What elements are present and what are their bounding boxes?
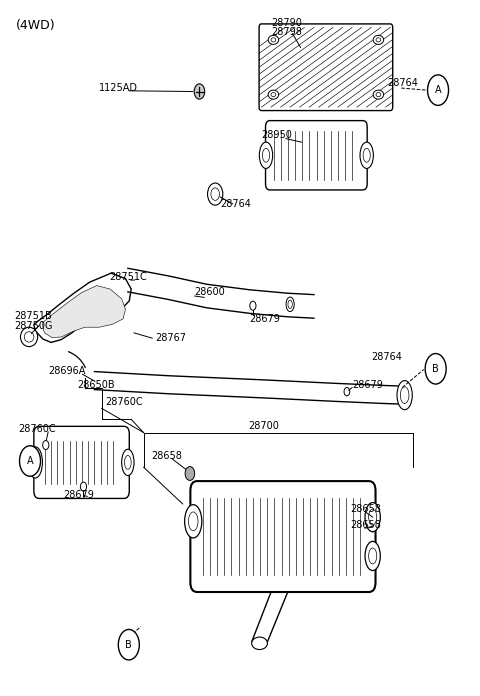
FancyBboxPatch shape [265,120,367,190]
Text: 28950: 28950 [262,130,292,140]
Ellipse shape [268,90,279,99]
Text: 28760C: 28760C [18,424,56,434]
Polygon shape [34,273,131,342]
Text: A: A [435,85,441,95]
Ellipse shape [21,327,37,347]
FancyBboxPatch shape [259,24,393,111]
Text: 28679: 28679 [249,314,280,324]
Circle shape [428,75,448,105]
Ellipse shape [365,541,380,571]
Ellipse shape [207,183,223,205]
Circle shape [425,354,446,384]
Ellipse shape [80,482,86,491]
Text: B: B [432,364,439,374]
Text: 28760C: 28760C [106,397,143,407]
Ellipse shape [185,505,202,538]
Ellipse shape [28,447,42,478]
Ellipse shape [286,297,294,312]
Ellipse shape [259,142,273,168]
Text: 28751B: 28751B [14,311,52,321]
Text: 28767: 28767 [155,333,186,343]
Ellipse shape [121,449,134,475]
FancyBboxPatch shape [34,427,129,498]
Text: 28679: 28679 [63,490,94,500]
Text: 28764: 28764 [220,199,251,209]
Text: 28764: 28764 [387,78,418,88]
Ellipse shape [185,466,195,480]
Text: B: B [125,640,132,649]
Text: 28650B: 28650B [77,379,114,390]
Text: 28658: 28658 [152,451,182,461]
Ellipse shape [397,381,412,410]
Ellipse shape [373,35,384,45]
FancyBboxPatch shape [191,481,375,592]
Ellipse shape [344,388,350,396]
Ellipse shape [194,84,204,99]
Text: 28600: 28600 [195,287,226,296]
Text: 1125AD: 1125AD [99,83,138,93]
Text: 28750G: 28750G [14,322,53,331]
Ellipse shape [373,90,384,99]
Text: 28798: 28798 [271,27,302,38]
Text: 28751C: 28751C [109,272,146,282]
Circle shape [118,629,139,660]
Text: (4WD): (4WD) [16,19,55,32]
Ellipse shape [43,441,49,450]
Circle shape [20,445,40,476]
Ellipse shape [365,503,380,532]
Ellipse shape [268,35,279,45]
Text: 28658: 28658 [351,520,382,530]
Polygon shape [42,285,125,338]
Text: A: A [27,456,33,466]
Text: 28679: 28679 [352,379,383,390]
Text: 28696A: 28696A [48,366,85,377]
Text: 28658: 28658 [351,504,382,514]
Ellipse shape [360,142,373,168]
Text: 28790: 28790 [271,17,302,28]
Text: 28700: 28700 [249,421,279,431]
Ellipse shape [250,301,256,310]
Ellipse shape [252,637,267,649]
Text: 28764: 28764 [371,352,402,363]
